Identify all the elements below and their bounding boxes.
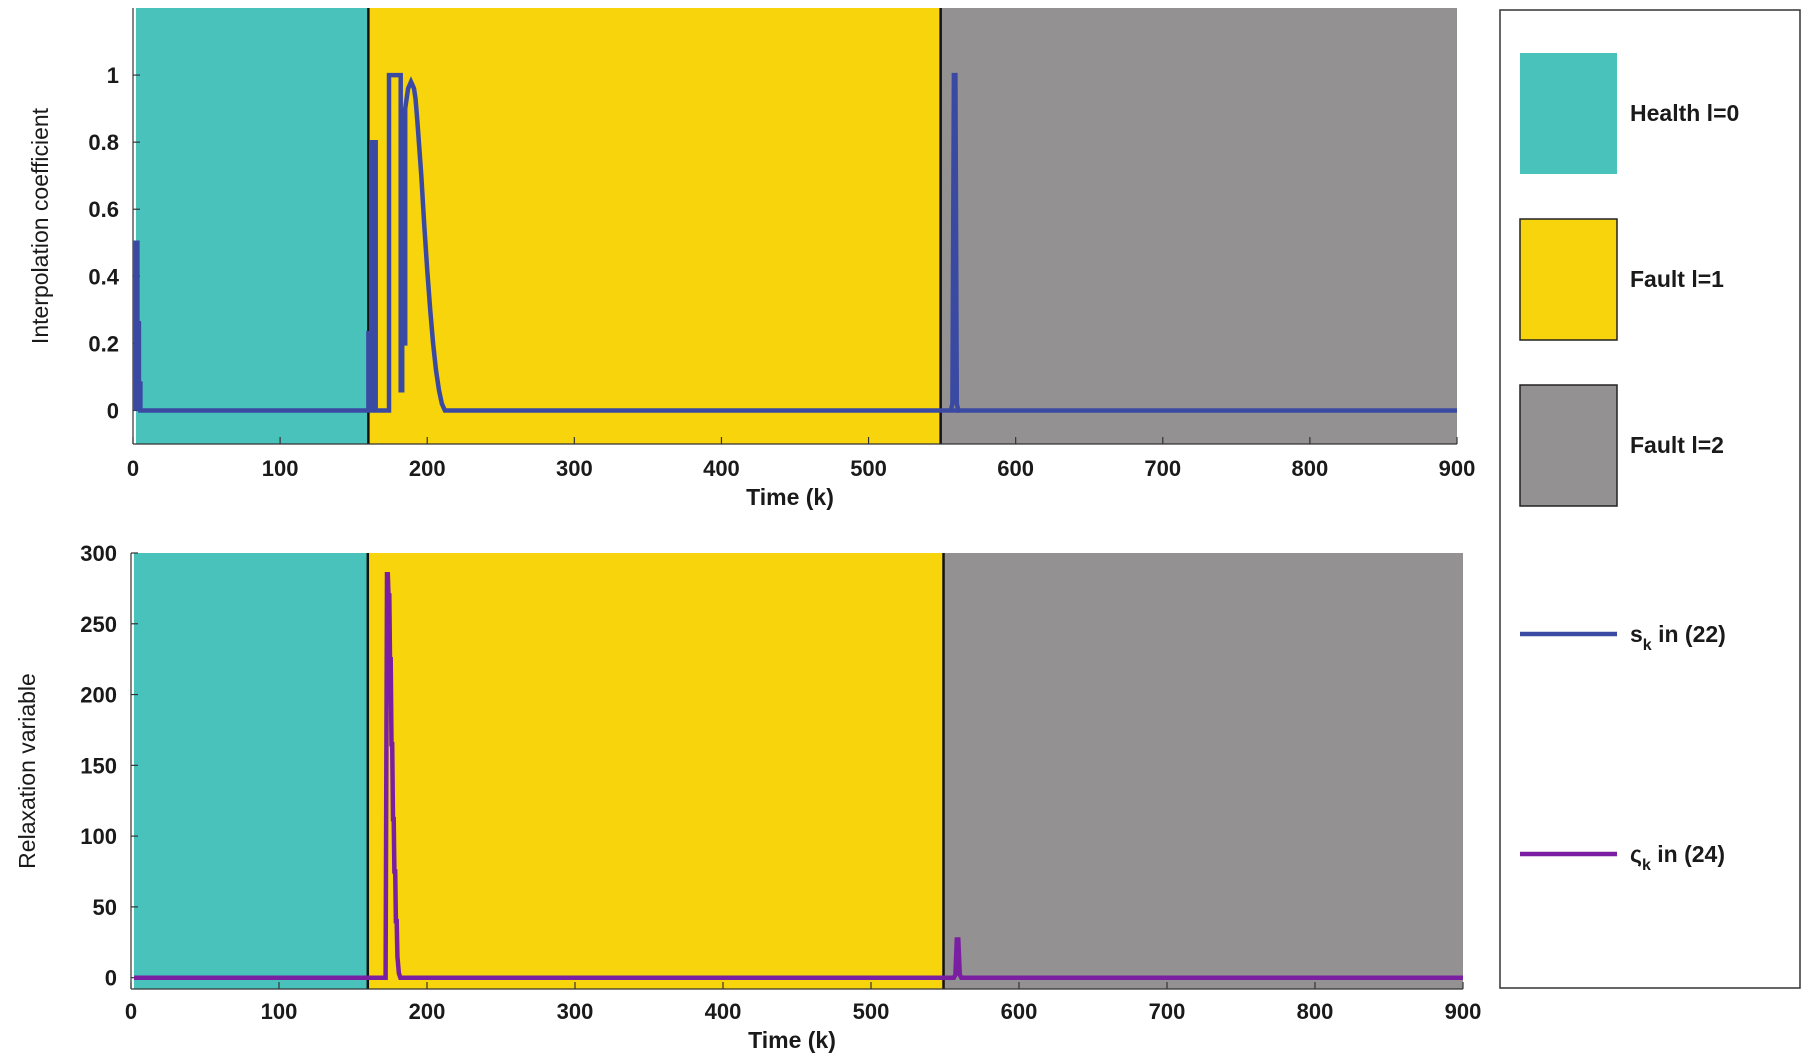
- x-tick-label: 600: [997, 456, 1034, 481]
- y-axis-label: Interpolation coefficient: [27, 107, 53, 344]
- y-tick-label: 200: [80, 683, 117, 708]
- relaxation-variable-plot: 0 100 200 300 400 500 600 700 800 900 0 50 100 150 200…: [14, 541, 1481, 1053]
- series-line-0: [133, 72, 1457, 413]
- legend-label-4: ςk in (24): [1630, 841, 1725, 874]
- x-tick-label: 900: [1439, 456, 1476, 481]
- region-0: [133, 553, 368, 989]
- y-axis-label: Relaxation variable: [14, 673, 40, 869]
- legend-swatch-0: [1520, 53, 1617, 174]
- y-tick-label: 250: [80, 612, 117, 637]
- x-tick-label: 700: [1144, 456, 1181, 481]
- legend-swatch-1: [1519, 218, 1618, 341]
- x-tick-label: 0: [127, 456, 139, 481]
- x-tick-label: 100: [261, 999, 298, 1024]
- x-tick-label: 300: [557, 999, 594, 1024]
- x-tick-label: 100: [262, 456, 299, 481]
- x-tick-label: 300: [556, 456, 593, 481]
- x-tick-label: 600: [1001, 999, 1038, 1024]
- y-tick-label: 0: [105, 966, 117, 991]
- x-tick-label: 400: [703, 456, 740, 481]
- region-2: [943, 553, 1463, 989]
- x-tick-label: 200: [409, 999, 446, 1024]
- y-tick-label: 0.2: [88, 331, 119, 356]
- y-tick-label: 50: [93, 895, 117, 920]
- x-tick-label: 0: [125, 999, 137, 1024]
- x-tick-label: 500: [853, 999, 890, 1024]
- x-tick-label: 400: [705, 999, 742, 1024]
- x-tick-label: 800: [1297, 999, 1334, 1024]
- y-tick-label: 150: [80, 753, 117, 778]
- y-tick-label: 0.4: [88, 264, 119, 289]
- y-tick-label: 1: [107, 63, 119, 88]
- x-axis-label: Time (k): [746, 484, 834, 510]
- region-1: [367, 553, 944, 989]
- x-axis-label: Time (k): [748, 1027, 836, 1053]
- series-line-0: [134, 571, 1463, 980]
- x-tick-label: 900: [1445, 999, 1482, 1024]
- x-tick-label: 800: [1292, 456, 1329, 481]
- legend-label-3: sk in (22): [1630, 621, 1726, 654]
- y-tick-label: 0.8: [88, 130, 119, 155]
- interpolation-coefficient-plot: 0 100 200 300 400 500 600 700 800 900 0 0.2 0.4 0.6 0.…: [27, 8, 1475, 510]
- region-1: [368, 8, 941, 444]
- legend: Health l=0 Fault l=1 Fault l=2 sk in (22) ςk…: [1499, 9, 1801, 989]
- x-tick-label: 700: [1149, 999, 1186, 1024]
- x-tick-label: 500: [850, 456, 887, 481]
- legend-label-1: Fault l=1: [1630, 266, 1724, 292]
- legend-swatch-2: [1519, 384, 1618, 507]
- series-line-1: [948, 72, 961, 413]
- y-tick-label: 0: [107, 398, 119, 423]
- legend-label-2: Fault l=2: [1630, 432, 1724, 458]
- region-0: [135, 8, 369, 444]
- y-tick-label: 0.6: [88, 197, 119, 222]
- legend-label-0: Health l=0: [1630, 100, 1739, 126]
- x-tick-label: 200: [409, 456, 446, 481]
- y-tick-label: 300: [80, 541, 117, 566]
- region-2: [940, 8, 1457, 444]
- y-tick-label: 100: [80, 824, 117, 849]
